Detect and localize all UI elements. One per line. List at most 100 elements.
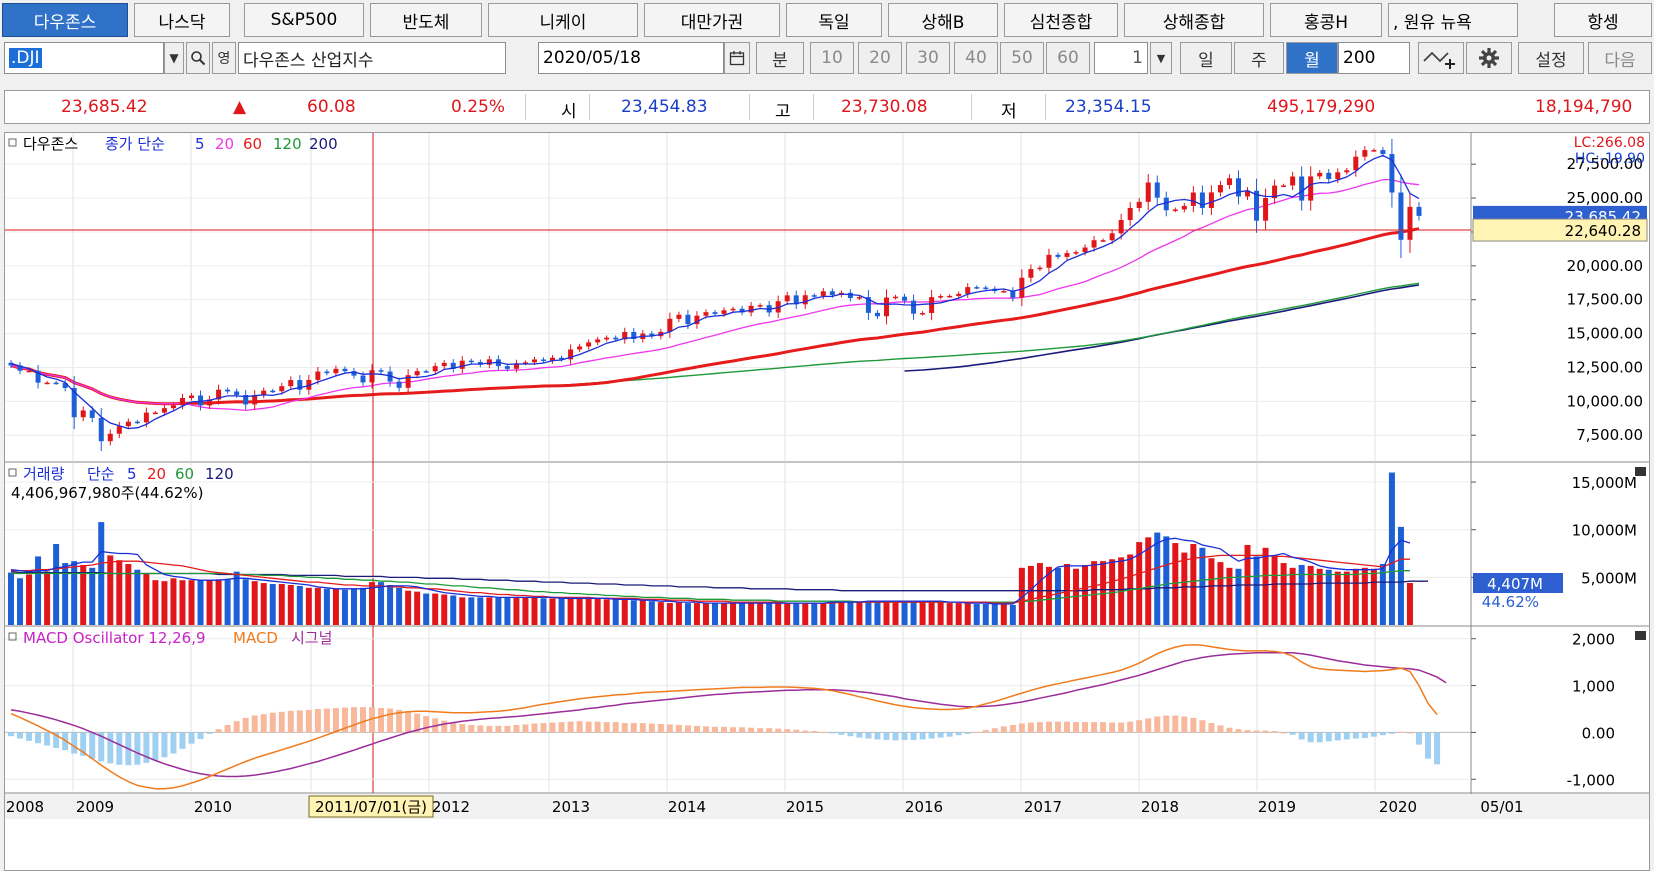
candle-body: [1389, 154, 1395, 193]
price-y-tick-label: 20,000.00: [1567, 257, 1643, 275]
macd-oscillator-bar: [504, 725, 511, 733]
candle-body: [965, 287, 971, 294]
symbol-search-button[interactable]: [186, 42, 210, 74]
candle-body: [1272, 185, 1278, 199]
minute-60-button[interactable]: 60: [1046, 42, 1090, 74]
candle-body: [252, 395, 258, 405]
volume-legend-item: 20: [147, 465, 166, 483]
minute-button[interactable]: 분: [756, 42, 804, 74]
tab-taiwan[interactable]: 대만가권: [644, 3, 780, 37]
volume-bar: [369, 582, 376, 625]
chart-area[interactable]: 27,500.0025,000.0022,500.0020,000.0017,5…: [4, 132, 1650, 871]
volume-bar: [1009, 604, 1016, 625]
candle-body: [152, 412, 158, 415]
market-tab-bar: 다우존스 나스닥 S&P500 반도체 니케이 대만가권 독일 상해B 심천종합…: [0, 0, 1654, 40]
candle-body: [1362, 150, 1368, 157]
chart-tools-button[interactable]: [1418, 42, 1464, 74]
price-y-tick-label: 15,000.00: [1567, 325, 1643, 343]
tab-nikkei[interactable]: 니케이: [488, 3, 638, 37]
macd-oscillator-bar: [341, 707, 348, 733]
volume-bar: [1136, 542, 1143, 625]
minute-10-button[interactable]: 10: [810, 42, 854, 74]
macd-oscillator-bar: [179, 732, 186, 749]
x-tick-label: 2018: [1141, 798, 1179, 816]
daily-button[interactable]: 일: [1180, 42, 1232, 74]
macd-oscillator-bar: [892, 732, 899, 741]
tab-semiconductor[interactable]: 반도체: [370, 3, 482, 37]
english-toggle-button[interactable]: 영: [212, 42, 236, 74]
volume-bar: [766, 603, 773, 625]
volume-bar: [242, 579, 249, 625]
low-label: 저: [1001, 102, 1017, 122]
symbol-dropdown-button[interactable]: ▼: [164, 42, 184, 74]
volume-bar: [730, 603, 737, 625]
tab-germany[interactable]: 독일: [786, 3, 882, 37]
candle-body: [486, 359, 492, 365]
count-dropdown-button[interactable]: ▼: [1150, 42, 1172, 74]
count-select[interactable]: 1: [1094, 42, 1148, 74]
macd-oscillator-bar: [323, 708, 330, 733]
tab-shanghai-b[interactable]: 상해B: [888, 3, 998, 37]
volume-bar: [928, 602, 935, 625]
candle-body: [902, 296, 908, 301]
symbol-input[interactable]: .DJI: [4, 42, 164, 74]
change-percent: 0.25%: [451, 97, 506, 117]
volume-bar: [405, 590, 412, 625]
volume-bar: [89, 567, 96, 625]
volume-bar: [206, 580, 213, 625]
tab-shanghai-composite[interactable]: 상해종합: [1124, 3, 1264, 37]
volume-bar: [278, 584, 285, 625]
macd-oscillator-bar: [630, 723, 637, 733]
macd-oscillator-bar: [784, 729, 791, 733]
tab-nasdaq[interactable]: 나스닥: [134, 3, 230, 37]
macd-oscillator-bar: [1172, 715, 1179, 733]
chart-settings-button[interactable]: [1466, 42, 1512, 74]
tab-shenzhen-composite[interactable]: 심천종합: [1004, 3, 1118, 37]
volume-bar: [919, 601, 926, 625]
macd-oscillator-bar: [1136, 720, 1143, 733]
candle-body: [604, 337, 610, 340]
monthly-button[interactable]: 월: [1286, 42, 1338, 74]
volume-bar: [260, 583, 267, 625]
candle-body: [1245, 190, 1251, 197]
minute-40-button[interactable]: 40: [954, 42, 998, 74]
candle-body: [8, 362, 14, 366]
tab-dowjones[interactable]: 다우존스: [2, 3, 128, 37]
candle-body: [62, 383, 68, 388]
candle-body: [216, 389, 222, 400]
macd-oscillator-bar: [712, 726, 718, 733]
candle-body: [44, 382, 50, 385]
candle-body: [712, 312, 718, 314]
tab-hangseng[interactable]: 항셍: [1554, 3, 1652, 37]
volume-bar: [251, 581, 258, 625]
volume-bar: [576, 598, 583, 625]
candle-body: [1353, 156, 1359, 171]
period-input[interactable]: 200: [1338, 42, 1410, 74]
price-y-tick-label: 27,500.00: [1567, 155, 1643, 173]
macd-oscillator-bar: [856, 732, 863, 738]
volume-bar: [612, 599, 619, 625]
chart-canvas[interactable]: 27,500.0025,000.0022,500.0020,000.0017,5…: [5, 133, 1649, 870]
macd-oscillator-bar: [8, 732, 14, 737]
tab-sp500[interactable]: S&P500: [244, 3, 364, 37]
volume-bar: [71, 561, 78, 625]
minute-20-button[interactable]: 20: [858, 42, 902, 74]
tab-hongkong-h[interactable]: 홍콩H: [1270, 3, 1382, 37]
x-tick-label: 2013: [552, 798, 590, 816]
macd-oscillator-bar: [1027, 722, 1034, 733]
tab-crude-oil-ny[interactable]: , 원유 뉴욕: [1388, 3, 1518, 37]
macd-oscillator-bar: [441, 720, 448, 733]
macd-oscillator-bar: [1163, 715, 1170, 733]
macd-oscillator-bar: [468, 724, 475, 733]
settings-button[interactable]: 설정: [1518, 42, 1584, 74]
candle-body: [1416, 206, 1422, 216]
macd-oscillator-bar: [684, 725, 691, 733]
calendar-button[interactable]: [724, 42, 750, 74]
minute-50-button[interactable]: 50: [1000, 42, 1044, 74]
weekly-button[interactable]: 주: [1234, 42, 1284, 74]
minute-30-button[interactable]: 30: [906, 42, 950, 74]
date-input[interactable]: 2020/05/18: [538, 42, 724, 74]
next-button[interactable]: 다음: [1588, 42, 1652, 74]
macd-oscillator-bar: [621, 723, 628, 733]
macd-oscillator-bar: [775, 728, 782, 733]
